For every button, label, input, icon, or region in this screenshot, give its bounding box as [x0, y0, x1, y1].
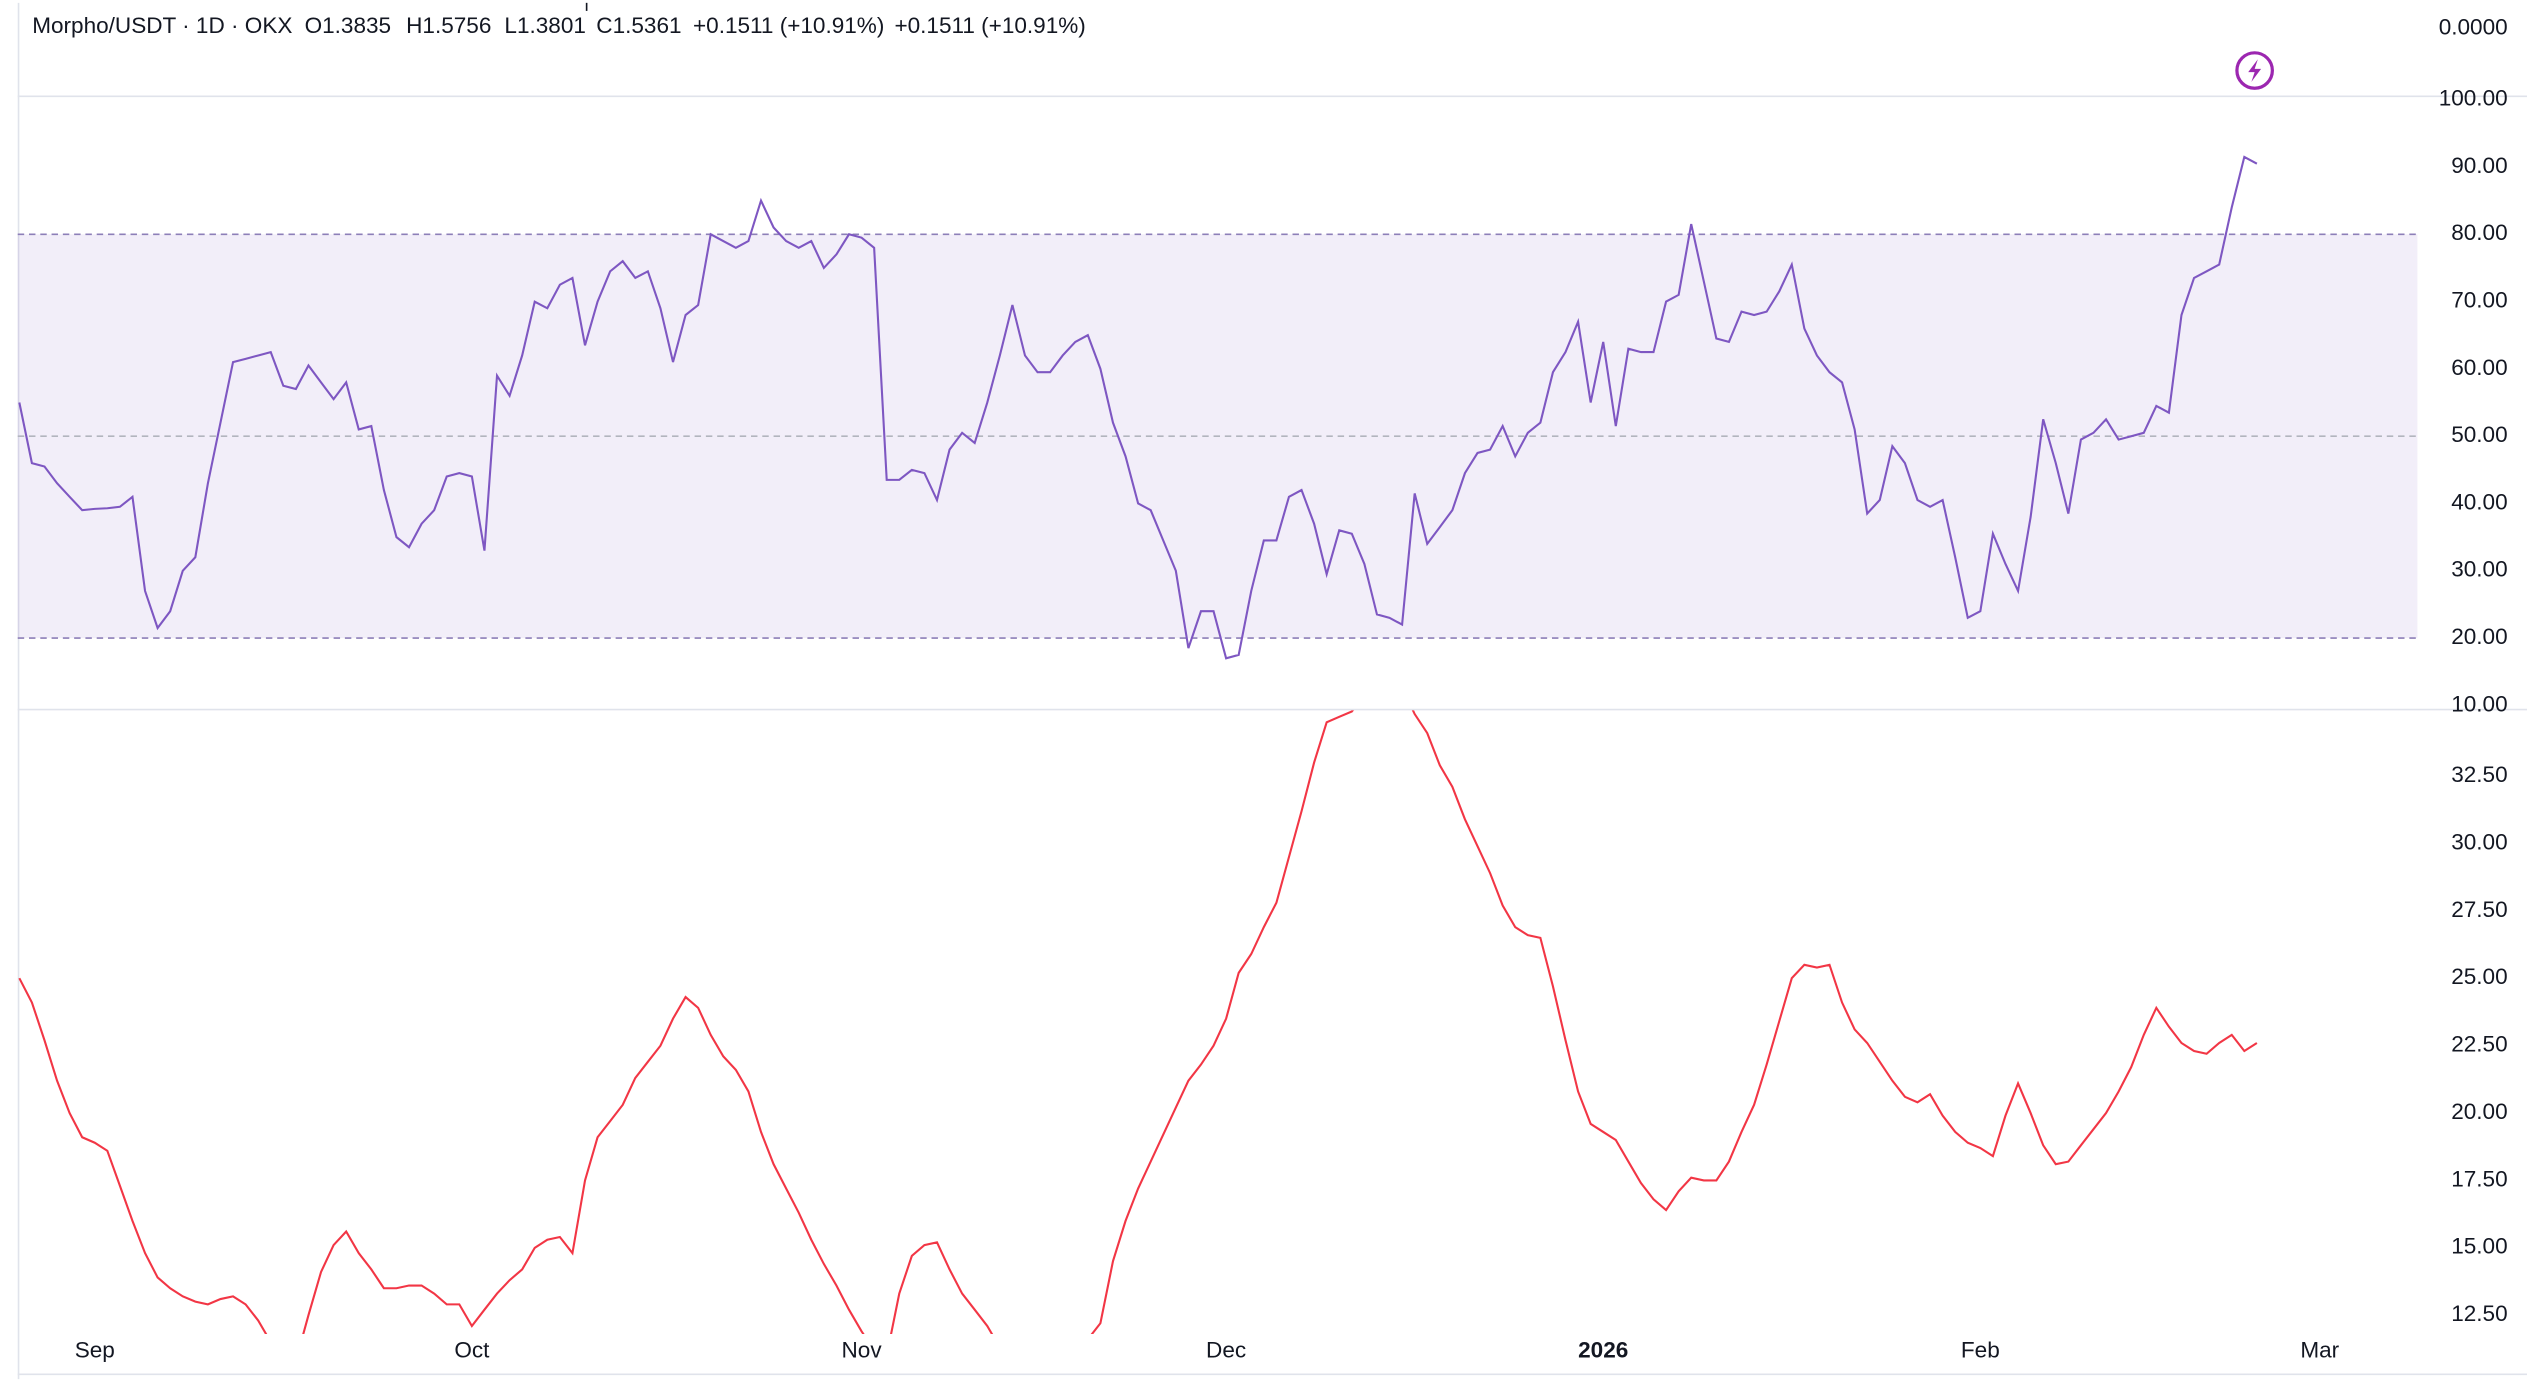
legend-header: Morpho/USDT · 1D · OKX O1.3835 H1.5756 L…	[32, 13, 1086, 38]
y-tick-label: 25.00	[2451, 964, 2507, 989]
y-tick-label: 30.00	[2451, 829, 2507, 854]
y-tick-label: 70.00	[2451, 288, 2507, 313]
change: +0.1511 (+10.91%)	[693, 13, 884, 38]
y-tick-label: 17.50	[2451, 1166, 2507, 1191]
line-series	[18, 155, 2258, 660]
y-tick-label: 10.00	[2451, 691, 2507, 716]
low: L1.3801	[504, 13, 586, 38]
y-tick-label: 27.50	[2451, 897, 2507, 922]
x-tick-label: Nov	[842, 1338, 883, 1363]
y-tick-label: 22.50	[2451, 1032, 2507, 1057]
x-tick-label: Feb	[1961, 1338, 2000, 1363]
close: C1.5361	[596, 13, 681, 38]
y-tick-label: 15.00	[2451, 1234, 2507, 1259]
alert-icon[interactable]	[2235, 51, 2274, 90]
high: H1.5756	[406, 13, 491, 38]
x-tick-label: Sep	[75, 1338, 115, 1363]
open: O1.3835	[305, 13, 392, 38]
y-tick-label: 60.00	[2451, 355, 2507, 380]
line-series	[18, 710, 2258, 1335]
x-tick-label: Dec	[1206, 1338, 1246, 1363]
change: +0.1511 (+10.91%)	[894, 13, 1085, 38]
x-tick-label: Oct	[454, 1338, 490, 1363]
y-tick-label: 90.00	[2451, 153, 2507, 178]
price-scale-label: 0.0000	[2439, 15, 2508, 40]
y-tick-label: 20.00	[2451, 1099, 2507, 1124]
y-tick-label: 50.00	[2451, 422, 2507, 447]
y-tick-label: 20.00	[2451, 624, 2507, 649]
y-tick-label: 30.00	[2451, 557, 2507, 582]
y-tick-label: 12.50	[2451, 1301, 2507, 1326]
y-tick-label: 100.00	[2439, 86, 2508, 111]
y-tick-label: 32.50	[2451, 762, 2507, 787]
x-tick-label: Mar	[2300, 1338, 2339, 1363]
y-tick-label: 80.00	[2451, 220, 2507, 245]
x-tick-label: 2026	[1578, 1338, 1628, 1363]
symbol: Morpho/USDT · 1D · OKX	[32, 13, 292, 38]
y-tick-label: 40.00	[2451, 489, 2507, 514]
